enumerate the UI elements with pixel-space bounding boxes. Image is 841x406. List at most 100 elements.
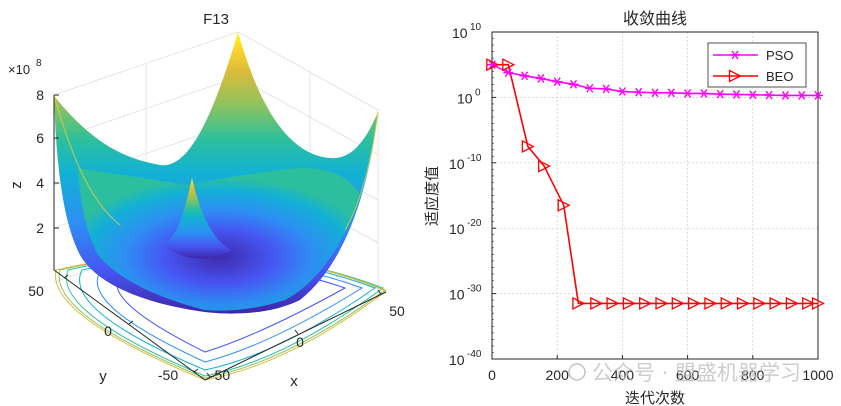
legend-box xyxy=(707,42,807,88)
y-tick-base: 10 xyxy=(457,90,473,106)
y-tick-base: 10 xyxy=(449,221,465,237)
y-tick-base: 10 xyxy=(449,287,465,303)
data-point-beo xyxy=(639,296,653,310)
y-tick-base: 10 xyxy=(452,25,468,41)
data-point-pso xyxy=(487,60,498,70)
y-tick-label: 10 -10 xyxy=(449,153,482,172)
marker-stroke xyxy=(749,90,757,100)
data-point-pso xyxy=(715,89,726,99)
y-tick-labels: 10 -40 10 -30 10 -20 10 -10 10 0 10 10 xyxy=(449,22,482,368)
data-point-pso xyxy=(682,89,693,98)
axis-ticks xyxy=(491,31,819,360)
marker-stroke xyxy=(521,71,529,81)
data-point-beo xyxy=(811,296,825,310)
marker-stroke xyxy=(700,89,708,98)
data-point-beo xyxy=(538,159,552,173)
marker-stroke xyxy=(667,88,675,98)
watermark: 公众号 · 盟盛机器学习 xyxy=(568,361,801,385)
surface-y-tick: 0 xyxy=(104,323,112,339)
marker-stroke xyxy=(602,84,610,94)
surface-z-label: z xyxy=(8,181,25,189)
data-point-pso xyxy=(503,68,514,77)
marker-stroke xyxy=(488,60,496,70)
data-point-beo xyxy=(622,296,636,310)
data-point-beo xyxy=(606,296,620,310)
surface-z-tick: 4 xyxy=(36,175,44,191)
marker-stroke xyxy=(732,90,741,99)
y-tick-base: 10 xyxy=(449,352,465,368)
marker-stroke xyxy=(798,91,806,100)
y-tick-exponent: -20 xyxy=(467,218,482,229)
x-tick-label: 200 xyxy=(546,367,570,383)
surface-tick-marks xyxy=(54,94,382,378)
data-point-beo xyxy=(590,296,604,310)
surface-plot: F13 ×10 8 2 4 6 8 z 50 0 -50 y -50 0 50 … xyxy=(8,11,405,390)
data-point-pso xyxy=(747,90,758,100)
legend-marker-pso-shape xyxy=(730,50,740,60)
data-point-pso xyxy=(650,88,660,98)
surface-title: F13 xyxy=(203,11,229,28)
surface-z-tick: 8 xyxy=(36,87,44,103)
legend-item-beo: BEO xyxy=(713,69,793,84)
marker-stroke xyxy=(635,87,643,97)
marker-stroke xyxy=(731,50,739,60)
series-markers-pso xyxy=(487,60,823,100)
y-tick-exponent: -10 xyxy=(467,153,482,164)
data-point-beo xyxy=(802,296,816,310)
data-point-beo xyxy=(736,296,750,310)
surface-x-tick-labels: -50 0 50 xyxy=(210,303,405,383)
legend: PSO BEO xyxy=(707,42,807,88)
data-point-beo xyxy=(521,139,535,154)
data-point-beo xyxy=(502,58,516,72)
surface-z-tick: 2 xyxy=(36,220,44,236)
legend-marker-beo-shape xyxy=(728,69,742,83)
y-tick-base: 10 xyxy=(449,156,465,172)
data-point-beo xyxy=(687,296,702,310)
surface-z-tick-labels: 2 4 6 8 xyxy=(36,87,44,236)
data-point-beo xyxy=(572,296,586,310)
y-axis-label: 适应度值 xyxy=(423,166,441,226)
marker-stroke xyxy=(684,89,692,98)
marker-stroke xyxy=(781,91,789,100)
data-point-beo xyxy=(753,296,767,310)
surface-x-tick: 0 xyxy=(296,334,304,350)
data-point-beo xyxy=(557,198,571,212)
data-point-beo xyxy=(486,58,500,72)
data-point-pso xyxy=(813,91,823,100)
marker-stroke xyxy=(651,88,659,98)
surface-z-multiplier-base: ×10 xyxy=(8,62,30,77)
data-point-beo xyxy=(655,296,669,310)
surface-y-tick: 50 xyxy=(28,283,44,299)
surface-mesh xyxy=(53,32,379,314)
y-tick-label: 10 -30 xyxy=(449,284,482,303)
data-point-pso xyxy=(519,71,530,81)
surface-y-tick-labels: 50 0 -50 xyxy=(28,283,178,383)
x-tick-label: 0 xyxy=(488,367,496,383)
surface-x-tick: 50 xyxy=(389,303,405,319)
marker-stroke xyxy=(586,83,594,93)
marker-stroke xyxy=(814,91,822,100)
y-tick-exponent: -40 xyxy=(467,349,482,360)
data-point-pso xyxy=(552,77,563,87)
y-tick-exponent: -30 xyxy=(467,284,482,295)
data-point-pso xyxy=(731,90,742,99)
data-point-beo xyxy=(785,296,799,310)
surface-y-label: y xyxy=(99,368,107,385)
marker-stroke xyxy=(504,68,512,77)
data-point-beo xyxy=(704,296,718,310)
data-point-pso xyxy=(633,87,644,97)
marker-stroke xyxy=(569,79,578,89)
data-point-beo xyxy=(769,296,783,310)
data-point-beo xyxy=(720,296,734,310)
legend-label-pso: PSO xyxy=(766,48,793,63)
legend-item-pso: PSO xyxy=(713,48,793,63)
chart-title: 收敛曲线 xyxy=(623,10,687,28)
y-tick-label: 10 -40 xyxy=(449,349,482,368)
marker-stroke xyxy=(716,89,724,99)
surface-z-multiplier-exponent: 8 xyxy=(36,58,42,69)
data-point-pso xyxy=(698,89,709,98)
x-tick-label: 800 xyxy=(741,367,765,383)
marker-stroke xyxy=(618,87,626,96)
data-point-pso xyxy=(535,74,546,83)
